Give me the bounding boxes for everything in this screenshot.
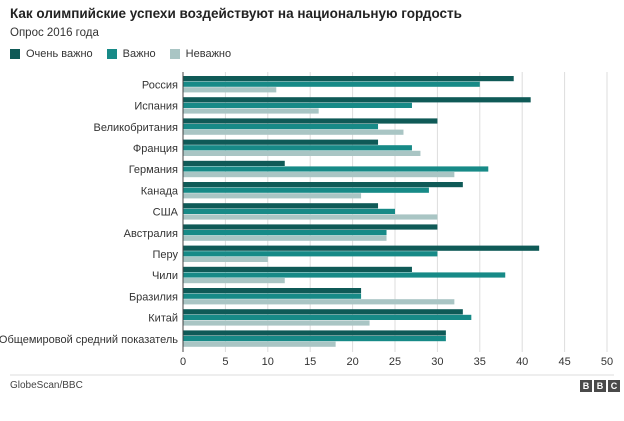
bar — [183, 145, 412, 151]
x-tick-label: 50 — [601, 356, 613, 368]
x-tick-label: 20 — [346, 356, 358, 368]
bar — [183, 341, 336, 347]
x-tick-label: 25 — [389, 356, 401, 368]
bbc-logo-letter: B — [594, 380, 606, 392]
bar — [183, 160, 285, 166]
bar — [183, 256, 268, 262]
category-label: Великобритания — [94, 122, 179, 134]
bar — [183, 336, 446, 342]
bar — [183, 314, 472, 320]
category-label: Общемировой средний показатель — [0, 334, 178, 346]
chart-subtitle: Опрос 2016 года — [10, 27, 99, 39]
bar — [183, 166, 489, 172]
legend-swatch-not-important — [169, 49, 180, 59]
bar — [183, 203, 379, 209]
bar-chart: Россия Испания Великобритания Франция Герман… — [0, 72, 614, 376]
category-label: Бразилия — [129, 291, 178, 303]
bar — [183, 102, 412, 108]
bar — [183, 278, 285, 284]
bar — [183, 187, 429, 193]
bar — [183, 129, 404, 135]
legend: Очень важно Важно Неважно — [10, 47, 245, 61]
x-tick-label: 35 — [474, 356, 486, 368]
legend-item-very-important: Очень важно — [10, 48, 93, 60]
category-label: США — [153, 207, 179, 219]
bar — [183, 214, 438, 220]
bar — [183, 266, 412, 272]
bar — [183, 309, 463, 315]
category-label: Перу — [152, 249, 178, 261]
x-tick-label: 40 — [516, 356, 528, 368]
category-label: Чили — [152, 270, 178, 282]
bar — [183, 76, 514, 82]
bbc-logo-letter: C — [608, 380, 620, 392]
category-label: Канада — [141, 185, 179, 197]
category-label: Испания — [134, 101, 178, 113]
bar — [183, 97, 531, 103]
bar — [183, 224, 438, 230]
legend-label-very-important: Очень важно — [26, 48, 93, 60]
x-tick-label: 30 — [431, 356, 443, 368]
x-tick-label: 15 — [304, 356, 316, 368]
category-label: Германия — [129, 164, 178, 176]
bar — [183, 293, 362, 299]
x-tick-label: 5 — [222, 356, 228, 368]
bar — [183, 108, 319, 114]
x-tick-label: 10 — [262, 356, 274, 368]
bar — [183, 87, 277, 93]
bar — [183, 139, 379, 145]
bar — [183, 182, 463, 188]
legend-label-important: Важно — [122, 48, 156, 60]
category-label: Россия — [142, 79, 178, 91]
bar — [183, 235, 387, 241]
category-label: Франция — [133, 143, 178, 155]
source-credit: GlobeScan/BBC — [10, 380, 83, 391]
bar — [183, 288, 362, 294]
bar — [183, 208, 395, 214]
bar — [183, 320, 370, 326]
bar — [183, 245, 540, 251]
bar — [183, 81, 480, 87]
x-tick-label: 45 — [558, 356, 570, 368]
bar — [183, 230, 387, 236]
bbc-logo: B B C — [578, 380, 620, 392]
bar — [183, 193, 362, 199]
legend-item-not-important: Неважно — [169, 48, 232, 60]
bar — [183, 150, 421, 156]
bar — [183, 251, 438, 257]
bbc-logo-letter: B — [580, 380, 592, 392]
category-label: Китай — [148, 313, 178, 325]
bar — [183, 118, 438, 124]
bar — [183, 299, 455, 305]
bar — [183, 272, 506, 278]
legend-label-not-important: Неважно — [185, 48, 232, 60]
x-tick-label: 0 — [180, 356, 186, 368]
category-label: Австралия — [124, 228, 178, 240]
bar — [183, 172, 455, 178]
legend-swatch-important — [106, 49, 117, 59]
legend-swatch-very-important — [10, 49, 20, 59]
chart-title: Как олимпийские успехи воздействуют на н… — [10, 6, 462, 21]
bar — [183, 124, 379, 130]
bar — [183, 330, 446, 336]
legend-item-important: Важно — [106, 48, 156, 60]
